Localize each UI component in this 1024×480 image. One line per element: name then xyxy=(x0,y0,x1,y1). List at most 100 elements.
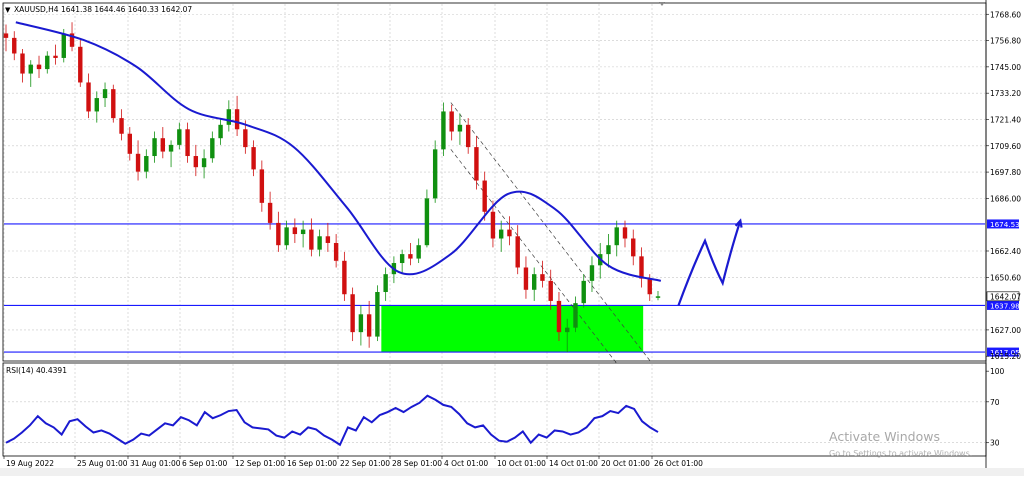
time-tick-label: 20 Oct 01:00 xyxy=(601,459,650,468)
price-tick-label: 1650.60 xyxy=(990,273,1021,282)
candle-body xyxy=(317,236,322,250)
candle-body xyxy=(606,245,611,255)
candle-body xyxy=(94,98,99,112)
level-price-badge xyxy=(987,347,1019,357)
candle-body xyxy=(86,82,91,112)
support-zone xyxy=(381,305,644,353)
candle-body xyxy=(144,156,149,172)
candle-body xyxy=(416,245,421,259)
price-tick-label: 1709.60 xyxy=(990,142,1021,151)
candle-body xyxy=(210,138,215,159)
price-tick-label: 1662.40 xyxy=(990,247,1021,256)
rsi-pane xyxy=(2,362,987,457)
candle-body xyxy=(424,198,430,246)
level-price-badge xyxy=(987,300,1019,310)
price-tick-label: 1697.80 xyxy=(990,168,1021,177)
candle-body xyxy=(639,256,644,279)
candle-body xyxy=(267,202,273,223)
support-zone-layer xyxy=(381,305,644,353)
main-pane xyxy=(2,2,987,362)
candle-body xyxy=(284,227,289,246)
candle-body xyxy=(507,229,512,237)
channel-line[interactable] xyxy=(450,149,617,364)
time-axis: 19 Aug 2022 25 Aug 01:00 31 Aug 01:00 6 Sep… xyxy=(3,456,703,468)
level-price-label: 1674.53 xyxy=(990,220,1020,229)
time-tick-label: 22 Sep 01:00 xyxy=(340,459,390,468)
price-tick-label: 1627.00 xyxy=(990,326,1021,335)
rsi-axis: 10070300 xyxy=(986,367,1005,478)
candle-body xyxy=(218,124,223,139)
candle-body xyxy=(152,138,157,157)
candle-body xyxy=(490,211,496,239)
price-tick-label: 1768.60 xyxy=(990,10,1021,19)
projection-path[interactable] xyxy=(677,220,742,306)
candle-body xyxy=(589,265,595,281)
price-tick-label: 1721.40 xyxy=(990,115,1021,124)
candle-body xyxy=(111,89,116,119)
rsi-tick-label: 70 xyxy=(990,398,1000,407)
candle-body xyxy=(53,55,58,58)
time-tick-label: 31 Aug 01:00 xyxy=(130,459,181,468)
projection-arrow-icon xyxy=(734,218,743,228)
price-tick-label: 1733.20 xyxy=(990,89,1021,98)
rsi-line[interactable] xyxy=(5,394,659,447)
time-tick-label: 4 Oct 01:00 xyxy=(444,459,488,468)
level-price-badge xyxy=(987,219,1019,229)
scroll-marker-icon[interactable] xyxy=(659,2,665,6)
candle-body xyxy=(432,149,438,199)
candle-body xyxy=(532,274,537,290)
candle-body xyxy=(474,147,479,181)
last-price-badge xyxy=(986,291,1020,302)
grid-lines xyxy=(3,4,985,455)
candle-body xyxy=(342,260,347,295)
candle-body xyxy=(325,236,331,243)
candle-body xyxy=(383,274,388,293)
candle-body xyxy=(135,153,141,172)
price-tick-label: 1756.80 xyxy=(990,37,1021,46)
candle-body xyxy=(581,280,586,304)
time-tick-label: 25 Aug 01:00 xyxy=(77,459,128,468)
candle-body xyxy=(185,129,190,157)
candle-body xyxy=(631,238,636,257)
candle-body xyxy=(565,327,570,333)
candle-body xyxy=(366,314,372,337)
time-tick-label: 28 Sep 01:00 xyxy=(392,459,442,468)
candle-body xyxy=(498,229,504,239)
chart-header: XAUUSD,H4 1641.38 1644.46 1640.33 1642.0… xyxy=(14,5,192,14)
candle-body xyxy=(160,138,166,152)
candle-body xyxy=(375,292,380,337)
channel-line[interactable] xyxy=(450,102,653,364)
candle-body xyxy=(234,109,240,130)
rsi-header: RSI(14) 40.4391 xyxy=(6,366,67,375)
time-tick-label: 6 Sep 01:00 xyxy=(182,459,228,468)
candle-body xyxy=(61,33,66,58)
channel-lines xyxy=(450,102,653,364)
candle-body xyxy=(243,129,248,148)
candle-body xyxy=(168,144,174,152)
time-tick-label: 10 Oct 01:00 xyxy=(497,459,546,468)
candle-body xyxy=(251,147,256,170)
candle-body xyxy=(573,303,578,328)
candle-body xyxy=(515,236,520,268)
candle-body xyxy=(3,33,9,38)
candle-body xyxy=(276,222,281,246)
moving-average-line[interactable] xyxy=(15,21,662,282)
candle-body xyxy=(309,229,314,250)
candle-body xyxy=(259,169,265,203)
candle-body xyxy=(449,111,454,132)
candle-body xyxy=(69,33,75,47)
candle-body xyxy=(201,158,207,168)
candle-body xyxy=(465,124,471,148)
candle-body xyxy=(556,300,562,333)
chart-menu-arrow[interactable]: ▼ xyxy=(5,6,11,14)
candle-body xyxy=(482,180,487,212)
candle-body xyxy=(441,111,446,150)
candle-body xyxy=(300,229,306,235)
price-tick-label: 1642.07 xyxy=(990,292,1021,301)
level-price-label: 1617.05 xyxy=(990,348,1020,357)
candle-body xyxy=(292,227,298,235)
candle-body xyxy=(333,242,339,261)
watermark-subtitle: Go to Settings to activate Windows. xyxy=(829,449,972,458)
time-tick-label: 26 Oct 01:00 xyxy=(654,459,703,468)
